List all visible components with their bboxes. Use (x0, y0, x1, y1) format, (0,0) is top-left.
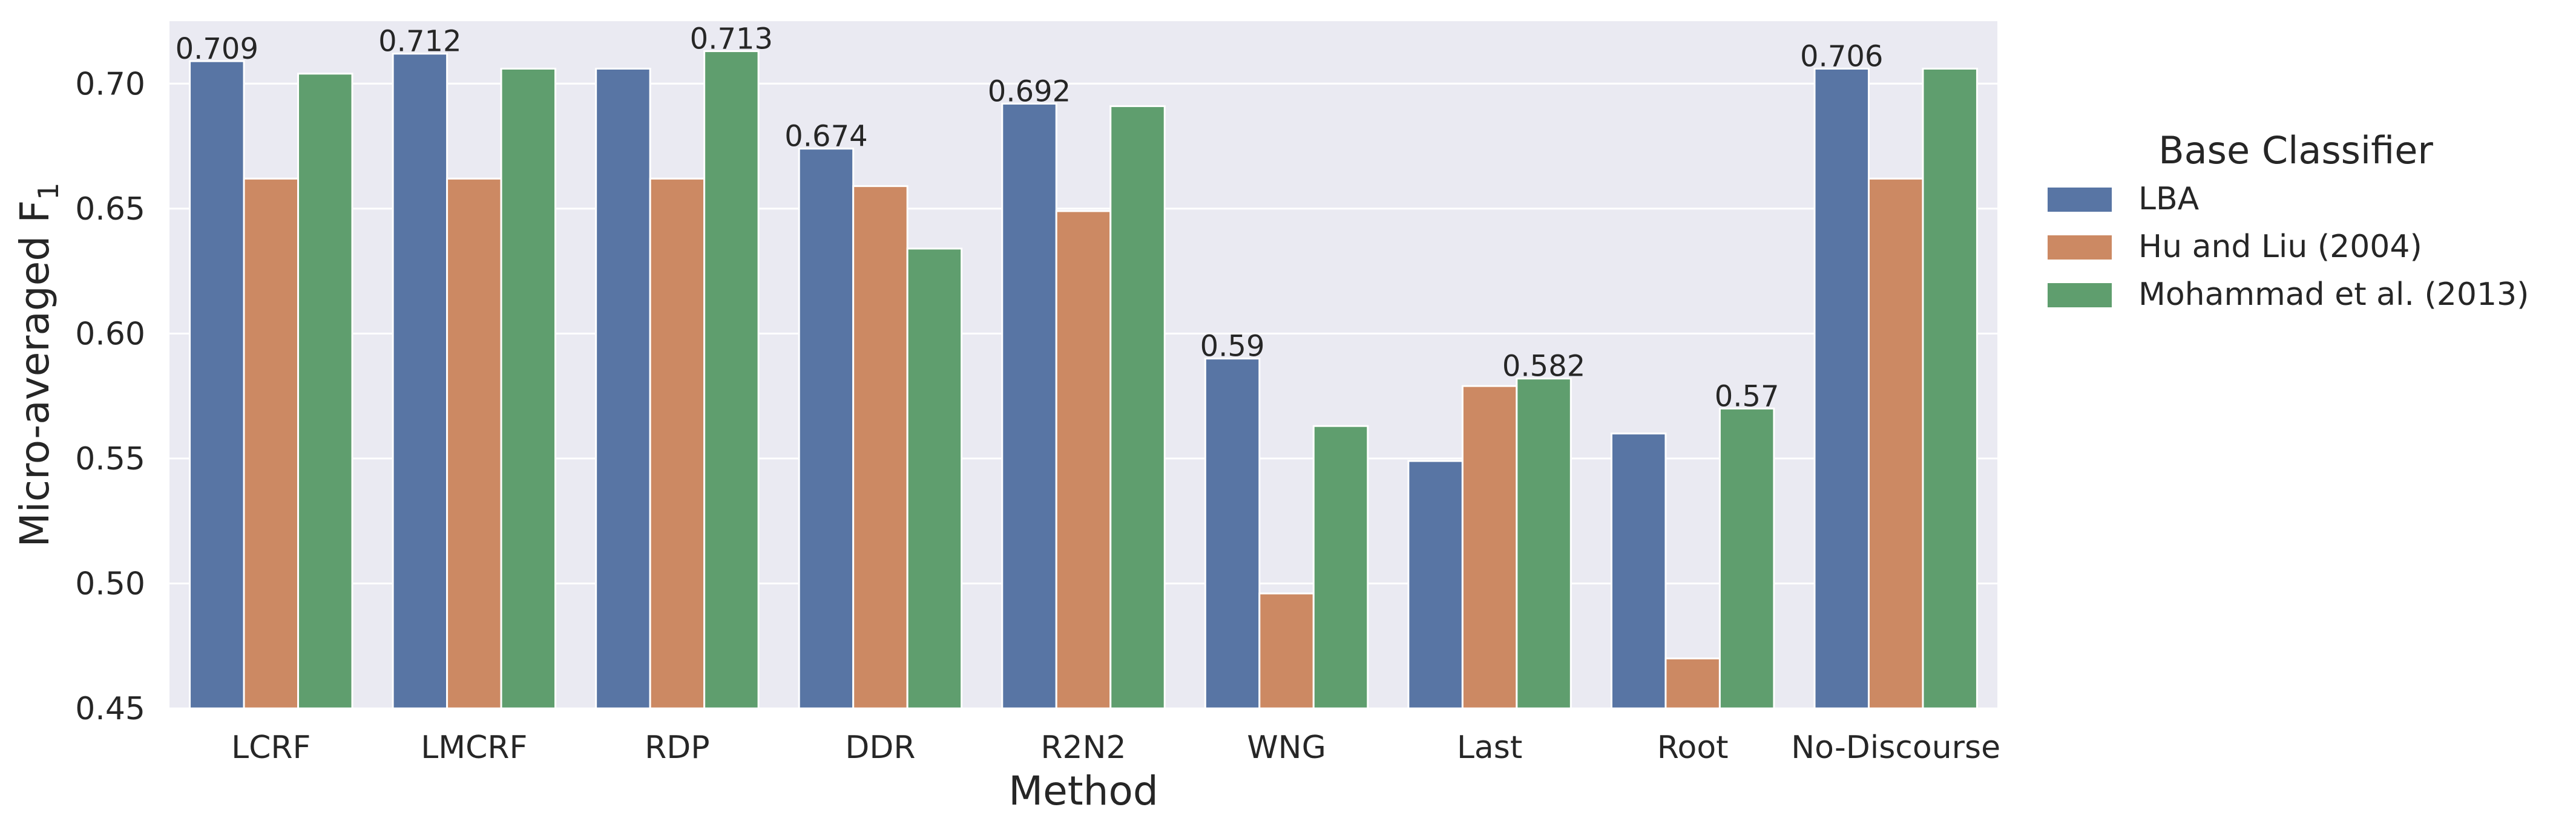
y-tick-label: 0.70 (75, 66, 145, 102)
data-label: 0.692 (988, 74, 1071, 108)
bar (1461, 385, 1518, 710)
bar (1867, 177, 1924, 710)
bar (1610, 433, 1667, 710)
x-tick-label: LMCRF (421, 730, 527, 766)
bar (243, 177, 300, 710)
x-tick-label: WNG (1247, 730, 1326, 766)
y-tick-label: 0.55 (75, 441, 145, 477)
bar (1813, 67, 1870, 710)
bar (1258, 592, 1315, 710)
bar (1516, 377, 1572, 710)
legend-swatch (2048, 235, 2112, 260)
data-label: 0.674 (784, 120, 867, 154)
x-tick-label: Root (1657, 730, 1729, 766)
data-label: 0.706 (1800, 39, 1883, 73)
legend-swatch (2048, 188, 2112, 212)
bar (703, 50, 760, 710)
bar (798, 148, 855, 710)
y-axis-title-main: Micro-averaged F (12, 200, 58, 547)
legend: Base Classifier LBA Hu and Liu (2004) Moha… (2048, 128, 2529, 313)
data-label: 0.582 (1502, 350, 1585, 384)
bar (595, 67, 651, 710)
bar (1109, 105, 1166, 710)
y-tick-label: 0.45 (75, 691, 145, 727)
data-labels: 0.709 0.712 0.713 0.674 0.692 0.59 0.582 0.57 0.… (176, 22, 1884, 414)
data-label: 0.712 (378, 25, 461, 59)
bar (1718, 407, 1775, 710)
y-tick-label: 0.65 (75, 191, 145, 227)
y-axis-title-subscript: 1 (32, 183, 65, 200)
legend-label: LBA (2138, 181, 2200, 217)
x-tick-label: No-Discourse (1791, 730, 2000, 766)
x-tick-label: DDR (845, 730, 915, 766)
x-tick-label: RDP (645, 730, 710, 766)
bar (446, 177, 502, 710)
bar (1664, 657, 1721, 710)
bar (649, 177, 706, 710)
bar (297, 73, 353, 710)
y-tick-label: 0.50 (75, 566, 145, 602)
data-label: 0.59 (1200, 330, 1265, 364)
y-axis-title: Micro-averaged F1 (12, 183, 65, 547)
x-tick-label: R2N2 (1040, 730, 1126, 766)
bar (189, 60, 245, 710)
y-tick-label: 0.60 (75, 316, 145, 352)
bar (1204, 358, 1261, 710)
x-tick-label: LCRF (231, 730, 310, 766)
bar (500, 67, 557, 710)
data-label: 0.57 (1715, 379, 1779, 413)
bars (189, 50, 1978, 710)
bar (1001, 102, 1057, 710)
bar (392, 53, 448, 710)
x-axis-title: Method (1008, 768, 1158, 814)
bar (852, 185, 908, 710)
legend-swatch (2048, 283, 2112, 307)
legend-label: Hu and Liu (2004) (2138, 229, 2422, 265)
bar (1312, 425, 1369, 710)
bar (906, 247, 963, 710)
ticks: 0.45 0.50 0.55 0.60 0.65 0.70 LCRF LMCRF RDP DDR R… (75, 66, 2000, 766)
bar (1922, 67, 1978, 710)
x-tick-label: Last (1457, 730, 1522, 766)
legend-title: Base Classifier (2158, 128, 2433, 172)
data-label: 0.709 (176, 32, 258, 66)
bar (1055, 210, 1112, 710)
legend-label: Mohammad et al. (2013) (2138, 276, 2529, 313)
data-label: 0.713 (690, 22, 773, 56)
bar (1407, 460, 1464, 710)
